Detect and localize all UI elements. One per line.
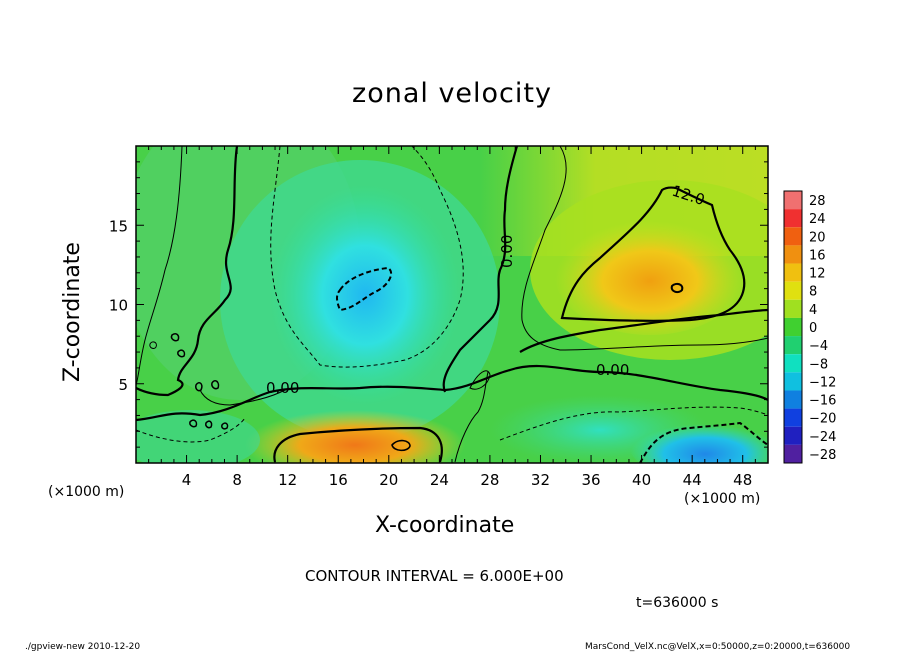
footer-data-source: MarsCond_VelX.nc@VelX,x=0:50000,z=0:2000… bbox=[585, 642, 851, 652]
footer-program-date: ./gpview-new 2010-12-20 bbox=[25, 642, 141, 652]
x-tick-label: 36 bbox=[581, 471, 600, 489]
contour-cell-island-5 bbox=[205, 420, 213, 429]
x-axis: 4 8 12 16 20 24 28 32 36 40 44 48 bbox=[135, 146, 769, 489]
x-tick-label: 16 bbox=[329, 471, 348, 489]
colorbar-label: −12 bbox=[809, 375, 836, 390]
contour-label-zero-vertical: 0.00 bbox=[498, 235, 516, 268]
x-tick-label: 40 bbox=[632, 471, 651, 489]
contour-thin-dashed-right bbox=[499, 406, 768, 441]
y-axis: 5 10 15 bbox=[109, 145, 768, 464]
contour-thin-solid-right bbox=[521, 146, 768, 351]
colorbar: 28 24 20 16 12 8 4 0 −4 −8 −12 −16 −20 −24 −28 bbox=[783, 190, 836, 464]
contour-label-zero-lower-right: 0.00 bbox=[596, 361, 629, 379]
x-tick-label: 24 bbox=[430, 471, 449, 489]
colorbar-frame bbox=[783, 190, 803, 464]
colorbar-swatch bbox=[784, 336, 802, 355]
contour-negative-bottom-right bbox=[639, 421, 768, 463]
colorbar-swatch bbox=[784, 426, 802, 445]
colorbar-label: −28 bbox=[809, 448, 836, 463]
colorbar-label: 24 bbox=[809, 212, 826, 227]
x-tick-label: 4 bbox=[182, 471, 192, 489]
contour-lines bbox=[136, 146, 768, 463]
velocity-field bbox=[136, 146, 768, 463]
contour-cell-island-2 bbox=[195, 382, 203, 392]
contour-interval-label: CONTOUR INTERVAL = 6.000E+00 bbox=[305, 567, 564, 585]
contour-zero-vertical bbox=[442, 146, 519, 393]
contour-thin-dashed-bottom bbox=[136, 417, 246, 443]
colorbar-swatch bbox=[784, 245, 802, 264]
colorbar-swatch bbox=[784, 372, 802, 391]
colorbar-swatch bbox=[784, 299, 802, 318]
colorbar-label: 0 bbox=[809, 321, 817, 336]
colorbar-swatch bbox=[784, 444, 802, 463]
time-label: t=636000 s bbox=[636, 595, 719, 611]
contour-cell-island-7 bbox=[170, 333, 180, 342]
colorbar-label: 16 bbox=[809, 248, 826, 263]
colorbar-swatch bbox=[784, 354, 802, 373]
contour-thin-dashed-mid bbox=[270, 146, 464, 368]
contour-zero-upper-right bbox=[519, 308, 768, 353]
x-unit-label-left: (×1000 m) bbox=[48, 484, 125, 500]
contour-cell-island-3 bbox=[211, 380, 220, 390]
colorbar-label: −8 bbox=[809, 357, 828, 372]
colorbar-label: 28 bbox=[809, 194, 826, 209]
contour-cell-island-9 bbox=[469, 370, 491, 390]
colorbar-swatch bbox=[784, 408, 802, 427]
x-tick-label: 32 bbox=[531, 471, 550, 489]
colorbar-label: 8 bbox=[809, 285, 817, 300]
contour-positive-bottom-inner bbox=[391, 439, 411, 452]
y-tick-label: 10 bbox=[109, 297, 128, 315]
x-unit-label-right: (×1000 m) bbox=[684, 491, 761, 507]
contour-cell-island-4 bbox=[189, 419, 198, 428]
colorbar-swatch bbox=[784, 209, 802, 228]
colorbar-label: −16 bbox=[809, 394, 836, 409]
y-tick-label: 5 bbox=[118, 376, 128, 394]
x-tick-label: 20 bbox=[379, 471, 398, 489]
contour-cell-island-8 bbox=[177, 349, 186, 358]
x-tick-label: 48 bbox=[733, 471, 752, 489]
colorbar-swatch bbox=[784, 191, 802, 210]
contour-cell-island-1 bbox=[149, 341, 157, 349]
contour-cell-island-6 bbox=[221, 422, 229, 430]
x-tick-label: 28 bbox=[480, 471, 499, 489]
contour-positive-bottom-outer bbox=[273, 426, 443, 463]
x-tick-label: 12 bbox=[278, 471, 297, 489]
colorbar-label: 12 bbox=[809, 267, 826, 282]
contour-label-zero-lower-left: 0.00 bbox=[266, 379, 299, 397]
colorbar-label: −4 bbox=[809, 339, 828, 354]
colorbar-swatch bbox=[784, 227, 802, 246]
x-tick-label: 8 bbox=[232, 471, 242, 489]
colorbar-label: 4 bbox=[809, 303, 817, 318]
contour-thin-solid-left bbox=[136, 146, 183, 386]
x-axis-label: X-coordinate bbox=[375, 513, 515, 538]
contour-zero-left bbox=[136, 146, 239, 397]
colorbar-swatch bbox=[784, 263, 802, 282]
contour-twelve-outer bbox=[560, 186, 746, 322]
colorbar-label: −24 bbox=[809, 430, 836, 445]
contour-twelve-inner bbox=[670, 282, 684, 294]
contour-thin-solid-bottom-left bbox=[199, 389, 286, 406]
x-tick-label: 44 bbox=[683, 471, 702, 489]
colorbar-swatch bbox=[784, 390, 802, 409]
colorbar-label: 20 bbox=[809, 230, 826, 245]
colorbar-swatch bbox=[784, 281, 802, 300]
chart-title: zonal velocity bbox=[352, 78, 552, 109]
colorbar-label: −20 bbox=[809, 412, 836, 427]
y-tick-label: 15 bbox=[109, 217, 128, 235]
contour-negative-blue-mid bbox=[336, 266, 393, 312]
colorbar-swatch bbox=[784, 317, 802, 337]
